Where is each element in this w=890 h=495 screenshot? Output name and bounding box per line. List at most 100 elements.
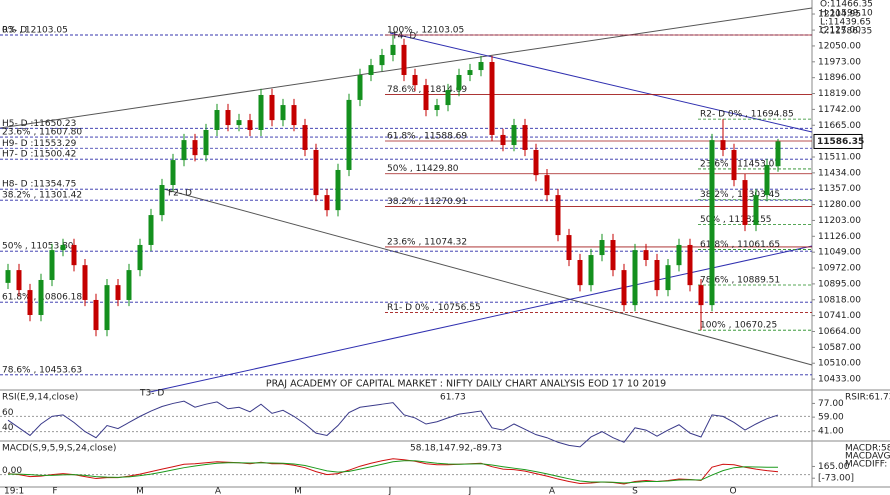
candle-body	[390, 44, 396, 56]
candle-body	[665, 265, 671, 291]
candle-body	[192, 140, 198, 156]
y-tick-label: 11126.00	[818, 232, 861, 242]
candle-body	[731, 149, 737, 181]
candle-body	[720, 140, 726, 150]
indicator-line	[7, 458, 779, 485]
x-tick-label: O	[729, 487, 736, 495]
candle-body	[379, 55, 385, 66]
x-tick-label: S	[632, 487, 638, 495]
candle-body	[643, 250, 649, 260]
level-label: 23.6% , 11074.32	[387, 237, 467, 247]
level-label: R2- D 0% , 11694.85	[700, 110, 794, 120]
candle-body	[764, 165, 770, 196]
panel-readout: RSIR:61.73	[845, 393, 890, 403]
x-tick-label: F	[52, 487, 57, 495]
y-tick-label: 12127.00	[818, 26, 861, 36]
candle-body	[302, 125, 308, 150]
y-tick-label: 10895.00	[818, 279, 861, 289]
candle-body	[170, 160, 176, 186]
level-label: 50% , 11182.55	[700, 215, 772, 225]
indicator-line	[7, 400, 779, 448]
level-label: R1- D 0% , 10756.55	[387, 303, 481, 313]
candle-body	[423, 85, 429, 111]
last-price-label: 11586.35	[817, 137, 864, 147]
y-tick-label: 10741.00	[818, 311, 861, 321]
candle-body	[335, 169, 341, 211]
candle-body	[313, 149, 319, 196]
y-tick-label: 11742.00	[818, 105, 861, 115]
y-tick-label: 10587.00	[818, 343, 861, 353]
candle-body	[324, 195, 330, 211]
candle-body	[159, 185, 165, 216]
panel-title: RSI(E,9,14,close)	[2, 393, 78, 403]
y-tick-label: 41.00	[818, 426, 844, 436]
x-tick-label: 19:1	[4, 487, 24, 495]
candle-body	[16, 270, 22, 291]
candle-body	[181, 140, 187, 161]
candle-body	[511, 125, 517, 146]
candle-body	[258, 94, 264, 130]
level-label: H9- D :11553.29	[2, 139, 77, 149]
candle-body	[621, 270, 627, 306]
level-label: 50% , 11053.80	[2, 242, 74, 252]
y-tick-label: 10510.00	[818, 359, 861, 369]
ohlc-header: L:11439.65	[820, 18, 871, 28]
candle-body	[577, 260, 583, 286]
trend-lines: T4- D F2- D T3- D	[0, 7, 813, 399]
candle-body	[478, 62, 484, 71]
candle-body	[357, 74, 363, 100]
level-label: 100% , 10670.25	[700, 321, 777, 331]
trend-line	[149, 245, 813, 393]
panel-value: 61.73	[440, 393, 466, 403]
candle-body	[698, 285, 704, 306]
candle-body	[214, 110, 220, 130]
x-tick-label: J	[388, 487, 392, 495]
candle-body	[49, 250, 55, 280]
y-tick-label: 59.00	[818, 413, 844, 423]
y-tick-label: 11511.00	[818, 152, 861, 162]
candle-body	[687, 244, 693, 286]
level-label: 78.6% , 10889.51	[700, 276, 780, 286]
trend-label: F2- D	[168, 189, 192, 199]
ohlc-header: H:11599.10	[820, 9, 873, 19]
left-tick-label: 40	[2, 423, 14, 433]
trend-line	[159, 187, 813, 366]
candle-body	[137, 244, 143, 271]
panel-readout: MACDAVG:	[845, 452, 890, 462]
candle-body	[610, 240, 616, 271]
y-tick-label: 11665.00	[818, 121, 861, 131]
y-tick-label: 11434.00	[818, 168, 861, 178]
panel-readout: MACDIFF:	[845, 460, 887, 470]
x-tick-label: M	[136, 487, 144, 495]
trend-label: T4- D	[391, 32, 416, 42]
y-tick-label: 12204.95	[818, 10, 861, 20]
candle-body	[566, 235, 572, 260]
candle-body	[522, 125, 528, 150]
candle-body	[412, 74, 418, 86]
x-tick-label: A	[215, 487, 222, 495]
candle-body	[753, 195, 759, 225]
candle-body	[456, 74, 462, 91]
level-label: H8- D :11354.75	[2, 180, 76, 190]
level-label: H5- D :11650.23	[2, 119, 76, 129]
candle-body	[544, 175, 550, 196]
trend-label: T3- D	[139, 389, 164, 399]
candle-body	[225, 110, 231, 126]
left-tick-label: 0.00	[2, 466, 22, 476]
level-label: 0% , 12103.05	[2, 26, 68, 36]
panel-title: MACD(S,9,5,9,S,24,close)	[2, 444, 116, 454]
level-label: 100% , 12103.05	[387, 26, 464, 36]
level-label: 38.2% , 11301.42	[2, 191, 82, 201]
y-tick-label: 11049.00	[818, 248, 861, 258]
y-tick-label: 11973.00	[818, 57, 861, 67]
level-label: 38.2% , 11303.45	[700, 190, 780, 200]
candle-body	[654, 260, 660, 291]
indicator-line	[8, 460, 779, 484]
candle-body	[599, 240, 605, 256]
candle-body	[555, 195, 561, 236]
y-tick-label: 11357.00	[818, 184, 861, 194]
candle-body	[500, 134, 506, 146]
candle-body	[291, 105, 297, 126]
